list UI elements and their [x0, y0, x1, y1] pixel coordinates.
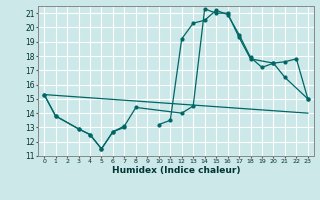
X-axis label: Humidex (Indice chaleur): Humidex (Indice chaleur) [112, 166, 240, 175]
